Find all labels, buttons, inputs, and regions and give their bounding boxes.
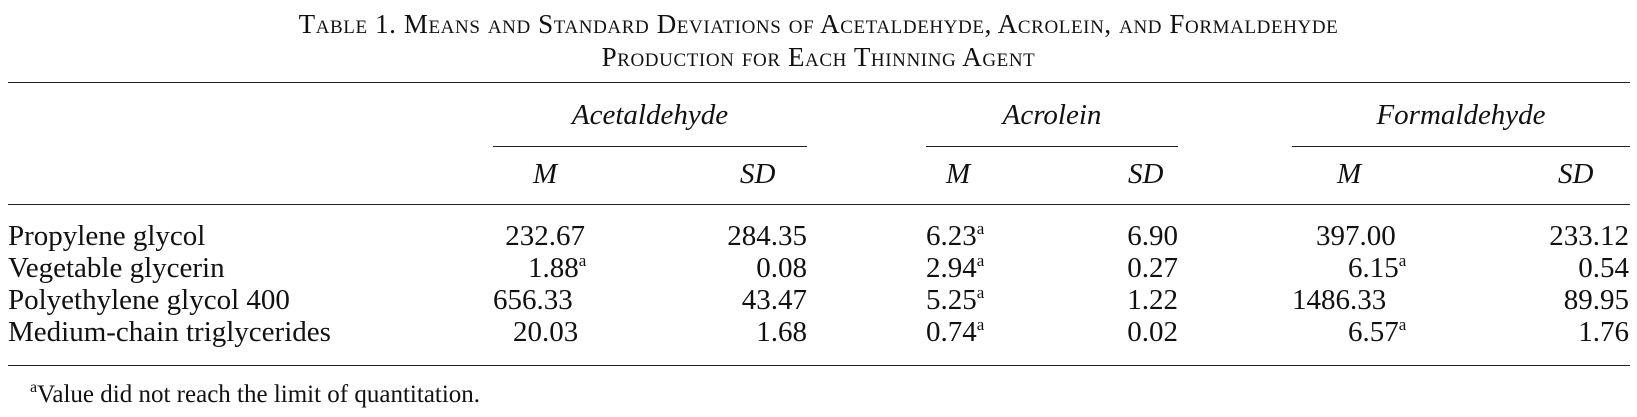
cell-formaldehyde-sd: 89.95	[1563, 284, 1629, 316]
row-label: Propylene glycol	[8, 220, 206, 252]
subheader-acetaldehyde-m: M	[533, 158, 558, 190]
table-footnote: aValue did not reach the limit of quanti…	[30, 380, 480, 410]
group-underline-acetaldehyde	[493, 146, 807, 147]
subheader-formaldehyde-m: M	[1337, 158, 1362, 190]
subheader-formaldehyde-sd: SD	[1558, 158, 1594, 190]
cell-formaldehyde-m: 1486.33	[1292, 284, 1387, 316]
row-label: Vegetable glycerin	[8, 252, 225, 284]
cell-formaldehyde-m: 6.57a	[1348, 315, 1407, 348]
cell-acrolein-m: 6.23a	[926, 219, 985, 252]
subheader-acrolein-m: M	[946, 158, 971, 190]
row-label: Polyethylene glycol 400	[8, 284, 290, 316]
cell-acetaldehyde-sd: 1.68	[756, 316, 807, 348]
cell-acrolein-m: 2.94a	[926, 251, 985, 284]
group-header-acrolein: Acrolein	[1002, 99, 1102, 131]
cell-acrolein-sd: 0.27	[1127, 252, 1178, 284]
cell-acrolein-m: 5.25a	[926, 283, 985, 316]
footnote-marker: a	[30, 379, 38, 396]
cell-acetaldehyde-m: 232.67	[505, 220, 585, 252]
cell-acetaldehyde-sd: 43.47	[741, 284, 807, 316]
caption-line-1: Table 1. Means and Standard Deviations o…	[298, 9, 1339, 39]
cell-formaldehyde-sd: 0.54	[1578, 252, 1629, 284]
cell-formaldehyde-sd: 233.12	[1549, 220, 1629, 252]
cell-acrolein-sd: 0.02	[1127, 316, 1178, 348]
cell-acetaldehyde-m: 20.03	[513, 316, 579, 348]
group-header-formaldehyde: Formaldehyde	[1376, 99, 1546, 131]
footnote-text: Value did not reach the limit of quantit…	[37, 381, 481, 408]
bottom-rule	[8, 365, 1630, 366]
cell-acrolein-m: 0.74a	[926, 315, 985, 348]
subheader-acrolein-sd: SD	[1128, 158, 1164, 190]
cell-acetaldehyde-m: 1.88a	[528, 251, 587, 284]
cell-acetaldehyde-sd: 0.08	[756, 252, 807, 284]
group-underline-acrolein	[926, 146, 1178, 147]
header-rule	[8, 204, 1630, 205]
cell-formaldehyde-sd: 1.76	[1578, 316, 1629, 348]
cell-acrolein-sd: 1.22	[1127, 284, 1178, 316]
cell-acrolein-sd: 6.90	[1127, 220, 1178, 252]
table-caption: Table 1. Means and Standard Deviations o…	[0, 8, 1637, 74]
cell-acetaldehyde-m: 656.33	[493, 284, 573, 316]
cell-acetaldehyde-sd: 284.35	[727, 220, 807, 252]
group-underline-formaldehyde	[1292, 146, 1630, 147]
subheader-acetaldehyde-sd: SD	[740, 158, 776, 190]
cell-formaldehyde-m: 397.00	[1316, 220, 1396, 252]
group-header-acetaldehyde: Acetaldehyde	[571, 99, 729, 131]
row-label: Medium-chain triglycerides	[8, 316, 331, 348]
caption-line-2: Production for Each Thinning Agent	[601, 42, 1036, 72]
cell-formaldehyde-m: 6.15a	[1348, 251, 1407, 284]
top-rule	[8, 82, 1630, 83]
